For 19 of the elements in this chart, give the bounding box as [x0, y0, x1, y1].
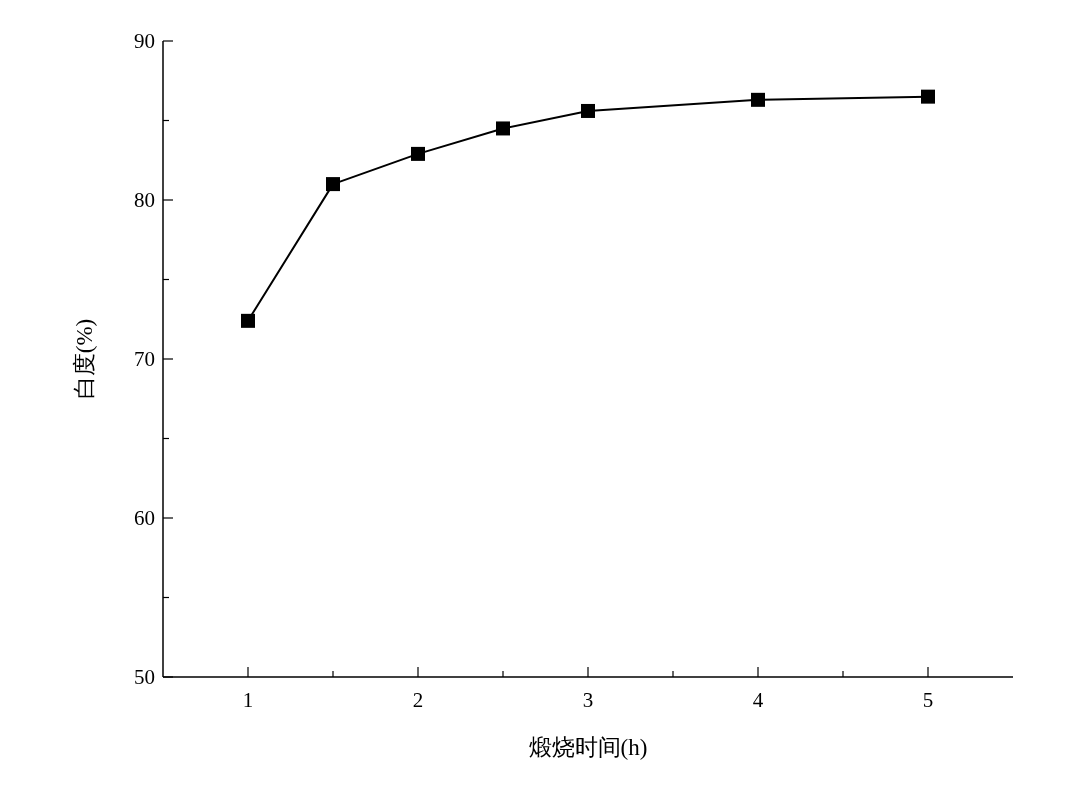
y-tick-label: 50 [134, 665, 155, 689]
point [751, 92, 765, 107]
y-tick-label: 70 [134, 347, 155, 371]
x-tick-label: 5 [922, 688, 934, 712]
x-tick-label: 4 [752, 688, 764, 712]
point [241, 313, 255, 328]
y-tick-label: 80 [134, 188, 155, 212]
y-tick-label: 90 [134, 29, 155, 53]
y-axis-title: 白度(%) [72, 318, 97, 400]
x-axis-title: 煅烧时间(h) [528, 735, 648, 760]
x-tick-label: 1 [242, 688, 254, 712]
point [921, 89, 935, 104]
point [326, 177, 340, 192]
point [581, 103, 595, 118]
x-tick-label: 3 [582, 688, 594, 712]
point [496, 121, 510, 136]
y-tick-label: 60 [134, 506, 155, 530]
point [411, 146, 425, 161]
x-tick-label: 2 [412, 688, 424, 712]
